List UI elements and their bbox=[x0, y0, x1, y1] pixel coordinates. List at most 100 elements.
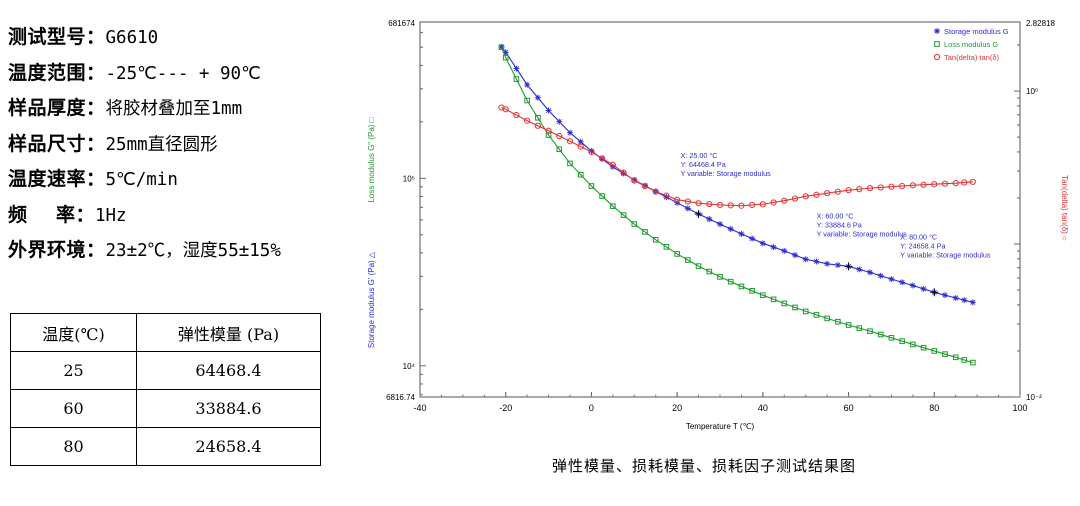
data-point bbox=[502, 49, 509, 56]
annotation-text: Y: 24658.4 Pa bbox=[900, 241, 945, 250]
data-point bbox=[791, 195, 799, 202]
data-point bbox=[717, 221, 723, 228]
spec-row: 测试型号：G6610 bbox=[8, 20, 358, 56]
data-point bbox=[931, 181, 938, 188]
test-spec-list: 测试型号：G6610 温度范围：-25℃--- + 90℃ 样品厚度：将胶材叠加至1… bbox=[8, 20, 358, 269]
spec-value: 23±2℃，湿度55±15% bbox=[105, 241, 281, 261]
spec-value: -25℃--- + 90℃ bbox=[105, 63, 261, 84]
data-point bbox=[663, 194, 670, 201]
data-point bbox=[513, 65, 520, 72]
data-point bbox=[513, 76, 520, 82]
data-point bbox=[502, 54, 509, 61]
data-point bbox=[952, 354, 959, 361]
data-point bbox=[899, 279, 906, 286]
legend-entry: Tan(delta) tan(δ) bbox=[944, 53, 1000, 62]
data-point bbox=[759, 201, 766, 208]
y-bottom-label: 6816.74 bbox=[386, 393, 415, 402]
spec-label: 温度范围： bbox=[8, 61, 106, 84]
data-point bbox=[556, 132, 563, 140]
table-row: 80 24658.4 bbox=[10, 427, 321, 466]
data-point bbox=[792, 304, 798, 311]
annotation-text: Y: 64468.4 Pa bbox=[681, 160, 726, 169]
data-point bbox=[498, 44, 505, 51]
data-point bbox=[588, 147, 595, 154]
data-point bbox=[674, 196, 681, 203]
data-point bbox=[920, 344, 927, 351]
data-point bbox=[781, 300, 788, 307]
y-axis-label-storage: Storage modulus G' (Pa) △ bbox=[367, 251, 376, 348]
data-point bbox=[934, 28, 940, 34]
data-point bbox=[877, 331, 884, 338]
spec-value: 5℃/min bbox=[105, 170, 178, 190]
data-point bbox=[961, 179, 968, 186]
data-point bbox=[834, 262, 841, 269]
data-point bbox=[792, 252, 798, 259]
table-cell-temperature: 25 bbox=[10, 351, 137, 390]
data-point bbox=[942, 351, 948, 357]
annotation-crosshair bbox=[694, 210, 703, 219]
data-point bbox=[641, 183, 649, 190]
spec-value: 将胶材叠加至1mm bbox=[105, 99, 243, 119]
data-point bbox=[684, 205, 691, 212]
data-point bbox=[813, 312, 820, 318]
data-point bbox=[952, 180, 959, 187]
data-point bbox=[899, 182, 906, 190]
annotation-crosshair bbox=[844, 262, 853, 271]
data-point bbox=[717, 274, 723, 280]
y2-bottom-label: 10⁻² bbox=[1026, 393, 1042, 402]
data-point bbox=[545, 132, 552, 138]
data-point bbox=[749, 235, 756, 242]
data-point bbox=[845, 322, 852, 328]
data-point bbox=[969, 178, 976, 185]
data-point bbox=[738, 202, 745, 209]
data-point bbox=[738, 283, 745, 290]
data-point bbox=[610, 203, 616, 209]
annotation-crosshair bbox=[930, 288, 939, 297]
data-point bbox=[941, 180, 949, 187]
data-point bbox=[934, 41, 940, 47]
spec-label: 外界环境： bbox=[8, 239, 106, 261]
data-point bbox=[856, 266, 863, 273]
data-point bbox=[760, 292, 766, 298]
data-point bbox=[877, 272, 884, 279]
data-point bbox=[942, 292, 948, 299]
data-point bbox=[695, 263, 702, 269]
table-header-modulus: 弹性模量 (Pa) bbox=[136, 313, 321, 352]
data-point bbox=[652, 236, 659, 243]
data-point bbox=[599, 193, 605, 199]
annotation-text: X: 80.00 °C bbox=[900, 232, 937, 241]
annotation-text: X: 60.00 °C bbox=[817, 211, 854, 220]
table-row: 60 33884.6 bbox=[10, 389, 321, 428]
data-point bbox=[738, 230, 745, 237]
y-tick-label: 10⁴ bbox=[403, 362, 416, 371]
spec-row: 样品尺寸：25mm直径圆形 bbox=[8, 127, 358, 163]
data-point bbox=[727, 278, 734, 285]
series-line bbox=[501, 107, 973, 207]
data-point bbox=[727, 225, 734, 232]
data-point bbox=[534, 122, 541, 129]
legend-entry: Storage modulus G bbox=[944, 27, 1009, 36]
spec-row: 样品厚度：将胶材叠加至1mm bbox=[8, 91, 358, 127]
data-point bbox=[749, 288, 755, 294]
data-point bbox=[824, 315, 830, 322]
data-point bbox=[631, 221, 638, 227]
data-point bbox=[888, 183, 895, 190]
data-point bbox=[674, 199, 681, 206]
data-point bbox=[931, 348, 938, 354]
modulus-table: 温度(℃) 弹性模量 (Pa) 25 64468.4 60 33884.6 80… bbox=[10, 313, 321, 466]
data-point bbox=[834, 188, 841, 195]
data-point bbox=[749, 201, 756, 209]
spec-label: 样品尺寸： bbox=[8, 132, 106, 155]
data-point bbox=[920, 285, 927, 292]
data-point bbox=[524, 117, 531, 124]
data-point bbox=[706, 268, 713, 275]
table-cell-temperature: 60 bbox=[10, 389, 137, 428]
data-point bbox=[802, 256, 809, 263]
data-point bbox=[556, 118, 563, 125]
x-tick-label: 20 bbox=[672, 403, 682, 413]
x-tick-label: 80 bbox=[929, 403, 939, 413]
data-point bbox=[631, 177, 638, 184]
chart-caption: 弹性模量、损耗模量、损耗因子测试结果图 bbox=[552, 457, 857, 475]
data-point bbox=[802, 193, 809, 200]
spec-row: 温度范围：-25℃--- + 90℃ bbox=[8, 56, 358, 92]
